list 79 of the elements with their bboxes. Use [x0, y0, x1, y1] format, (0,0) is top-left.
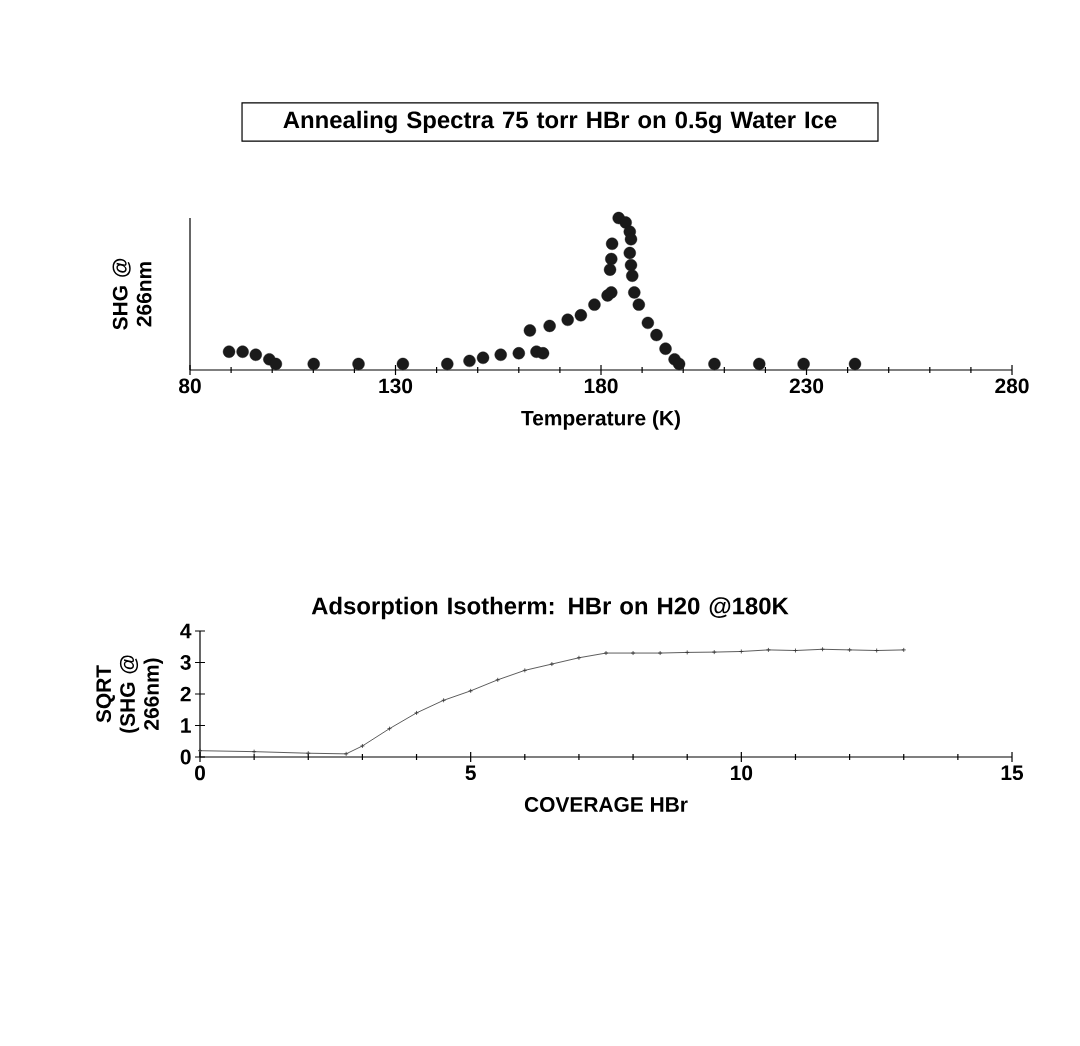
point	[657, 650, 663, 656]
point	[797, 357, 810, 371]
point	[251, 749, 257, 755]
x-tick-label: 180	[584, 378, 618, 394]
point	[236, 345, 249, 358]
point	[343, 751, 349, 757]
point	[820, 646, 825, 652]
point	[624, 233, 638, 246]
point	[222, 345, 236, 358]
point	[561, 313, 574, 327]
point	[523, 324, 537, 337]
point	[476, 351, 490, 365]
y-axis-title: SHG @ 266nm	[112, 258, 152, 330]
point	[387, 726, 392, 732]
point	[632, 298, 645, 311]
point	[360, 743, 365, 749]
y-axis-title: SQRT (SHG @ 266nm)	[96, 655, 164, 733]
point	[793, 648, 798, 653]
x-tick-label: 280	[995, 378, 1029, 394]
x-tick-label: 15	[1001, 765, 1024, 781]
point	[605, 237, 619, 251]
point	[603, 650, 609, 656]
point	[623, 246, 636, 260]
x-tick-label: 230	[789, 378, 824, 394]
point	[574, 309, 588, 322]
point	[630, 650, 636, 656]
point	[549, 661, 555, 667]
point	[463, 354, 476, 368]
point	[605, 286, 618, 299]
point	[650, 328, 663, 342]
point	[711, 649, 717, 655]
point	[307, 357, 320, 371]
y-tick-label: 4	[180, 623, 192, 639]
point	[672, 357, 686, 371]
x-tick-label: 80	[179, 378, 201, 394]
point	[536, 347, 550, 360]
point	[522, 667, 528, 673]
point	[269, 357, 283, 371]
y-tick-label: 3	[180, 655, 191, 670]
point	[249, 348, 262, 361]
point	[543, 319, 556, 333]
x-tick-label: 130	[379, 378, 413, 394]
point	[603, 263, 617, 276]
y-tick-label: 2	[180, 686, 191, 702]
point	[441, 697, 446, 703]
x-axis-title: Temperature (K)	[521, 410, 680, 430]
point	[708, 357, 721, 371]
point	[738, 649, 744, 654]
point	[495, 677, 501, 683]
chart-title: Annealing Spectra 75 torr HBr on 0.5g Water Ice	[283, 110, 837, 134]
point	[753, 357, 766, 371]
point	[588, 298, 601, 311]
point	[352, 357, 365, 371]
point	[848, 357, 862, 371]
y-tick-label: 0	[180, 749, 191, 765]
point	[414, 710, 419, 716]
point	[766, 647, 771, 653]
point	[847, 647, 852, 653]
point	[684, 650, 690, 655]
point	[396, 357, 410, 371]
point	[576, 655, 582, 661]
point	[512, 347, 525, 360]
x-tick-label: 0	[195, 765, 205, 781]
point	[641, 316, 655, 330]
point	[624, 258, 638, 272]
point	[659, 342, 672, 355]
point	[468, 688, 474, 694]
y-tick-label: 1	[181, 718, 191, 733]
point	[494, 348, 507, 361]
x-tick-label: 10	[731, 765, 753, 781]
x-axis-title: COVERAGE HBr	[524, 797, 688, 812]
point	[626, 269, 639, 282]
point	[605, 252, 618, 266]
chart-title: Adsorption Isotherm: HBr on H20 @180K	[311, 596, 789, 620]
point	[305, 750, 311, 756]
point	[441, 357, 454, 371]
point	[874, 648, 880, 653]
x-tick-label: 5	[465, 765, 476, 781]
point	[628, 286, 641, 299]
